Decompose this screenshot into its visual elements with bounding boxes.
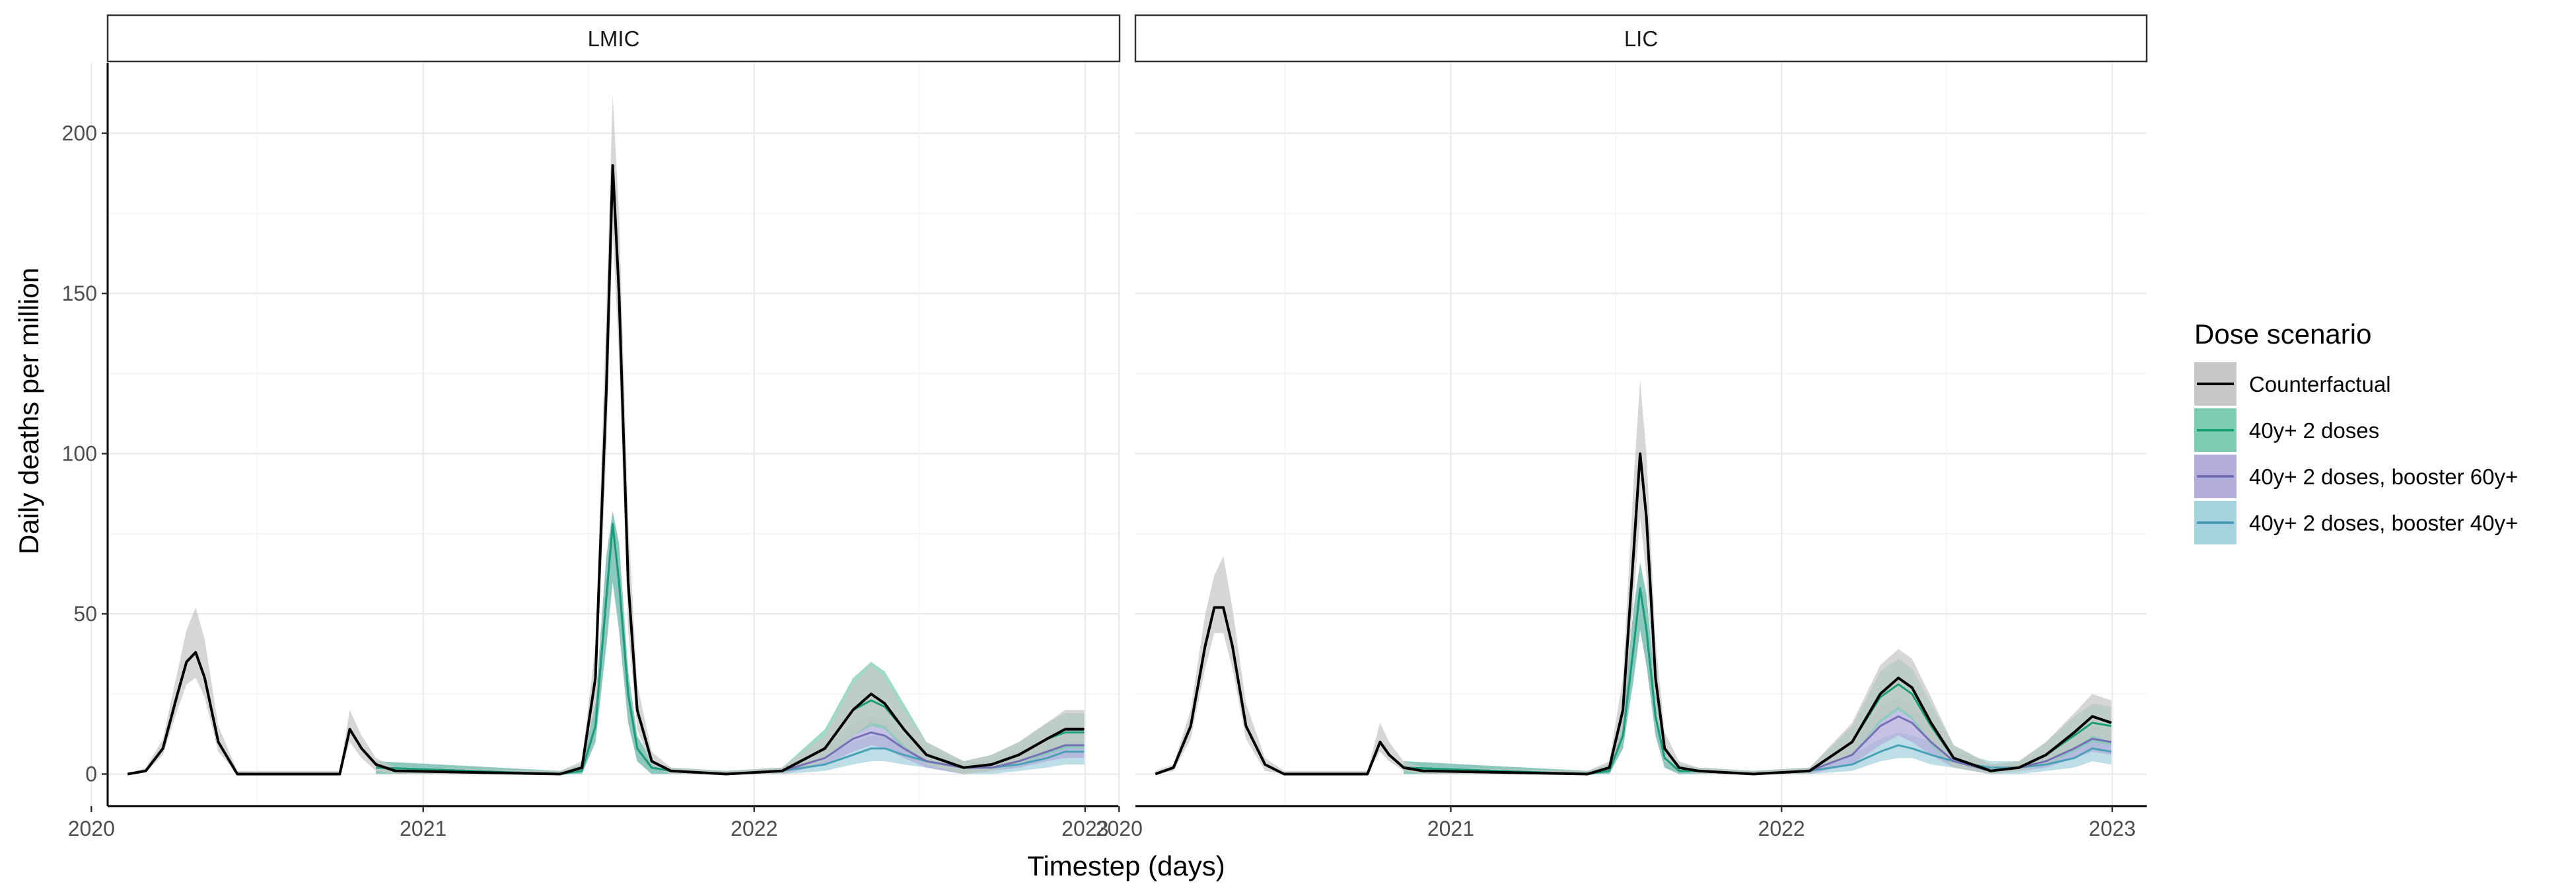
line-40y-2-doses [376, 523, 1085, 775]
ribbon-40y-2-doses-booster-60y- [1404, 562, 2112, 774]
legend-entry: Counterfactual [2194, 362, 2391, 406]
legend-entry: 40y+ 2 doses [2194, 408, 2379, 452]
legend-title: Dose scenario [2194, 318, 2371, 350]
line-40y-2-doses-booster-60y- [1404, 587, 2112, 775]
legend-entry: 40y+ 2 doses, booster 60y+ [2194, 455, 2518, 498]
strip-box [106, 14, 1121, 63]
panel-lic: LIC 2020 2021 2022 2023 [1096, 14, 2148, 840]
line-counterfactual [1155, 452, 2112, 776]
line-40y-2-doses [1404, 587, 2112, 775]
legend-entry: 40y+ 2 doses, booster 40y+ [2194, 501, 2518, 544]
ribbon-40y-2-doses-booster-40y- [376, 511, 1085, 774]
x-tick-label: 2021 [1427, 817, 1474, 840]
y-tick-label: 100 [62, 442, 97, 466]
x-tick-label: 2022 [1758, 817, 1805, 840]
legend: Dose scenario Counterfactual 40y+ 2 doses… [2194, 318, 2518, 544]
line-40y-2-doses-booster-40y- [376, 523, 1085, 775]
ribbon-40y-2-doses [376, 511, 1085, 774]
legend-label: Counterfactual [2249, 372, 2391, 396]
x-axis-title: Timestep (days) [1027, 850, 1225, 881]
y-axis-title: Daily deaths per million [13, 268, 44, 554]
series-layer [1155, 380, 2112, 776]
y-tick-label: 0 [85, 762, 97, 786]
y-tick-label: 50 [73, 602, 97, 626]
x-tick-label: 2023 [1061, 817, 1108, 840]
ribbon-40y-2-doses-booster-40y- [1404, 562, 2112, 774]
x-tick-label: 2020 [68, 817, 115, 840]
gridlines [1118, 63, 2147, 806]
line-counterfactual [127, 164, 1085, 776]
panel-lmic: LMIC 0 50 100 150 200 2020 2021 2022 2023 [62, 14, 1121, 840]
ribbon-40y-2-doses-booster-60y- [376, 511, 1085, 774]
strip-label: LIC [1624, 26, 1658, 51]
x-tick-label: 2022 [731, 817, 777, 840]
series-layer [127, 94, 1085, 776]
ribbon-40y-2-doses [1404, 562, 2112, 774]
line-40y-2-doses-booster-60y- [376, 523, 1085, 775]
strip-box [1134, 14, 2148, 63]
ribbon-counterfactual [1155, 380, 2112, 774]
x-tick-label: 2021 [400, 817, 447, 840]
y-tick-label: 200 [62, 122, 97, 145]
x-tick-label: 2023 [2089, 817, 2135, 840]
legend-label: 40y+ 2 doses, booster 40y+ [2249, 511, 2518, 535]
axis-titles: Timestep (days) Daily deaths per million [13, 268, 1225, 881]
y-tick-label: 150 [62, 281, 97, 305]
strip-label: LMIC [588, 26, 640, 51]
legend-label: 40y+ 2 doses [2249, 418, 2379, 443]
line-40y-2-doses-booster-40y- [1404, 587, 2112, 775]
legend-label: 40y+ 2 doses, booster 60y+ [2249, 465, 2518, 489]
x-tick-label: 2020 [1096, 817, 1143, 840]
